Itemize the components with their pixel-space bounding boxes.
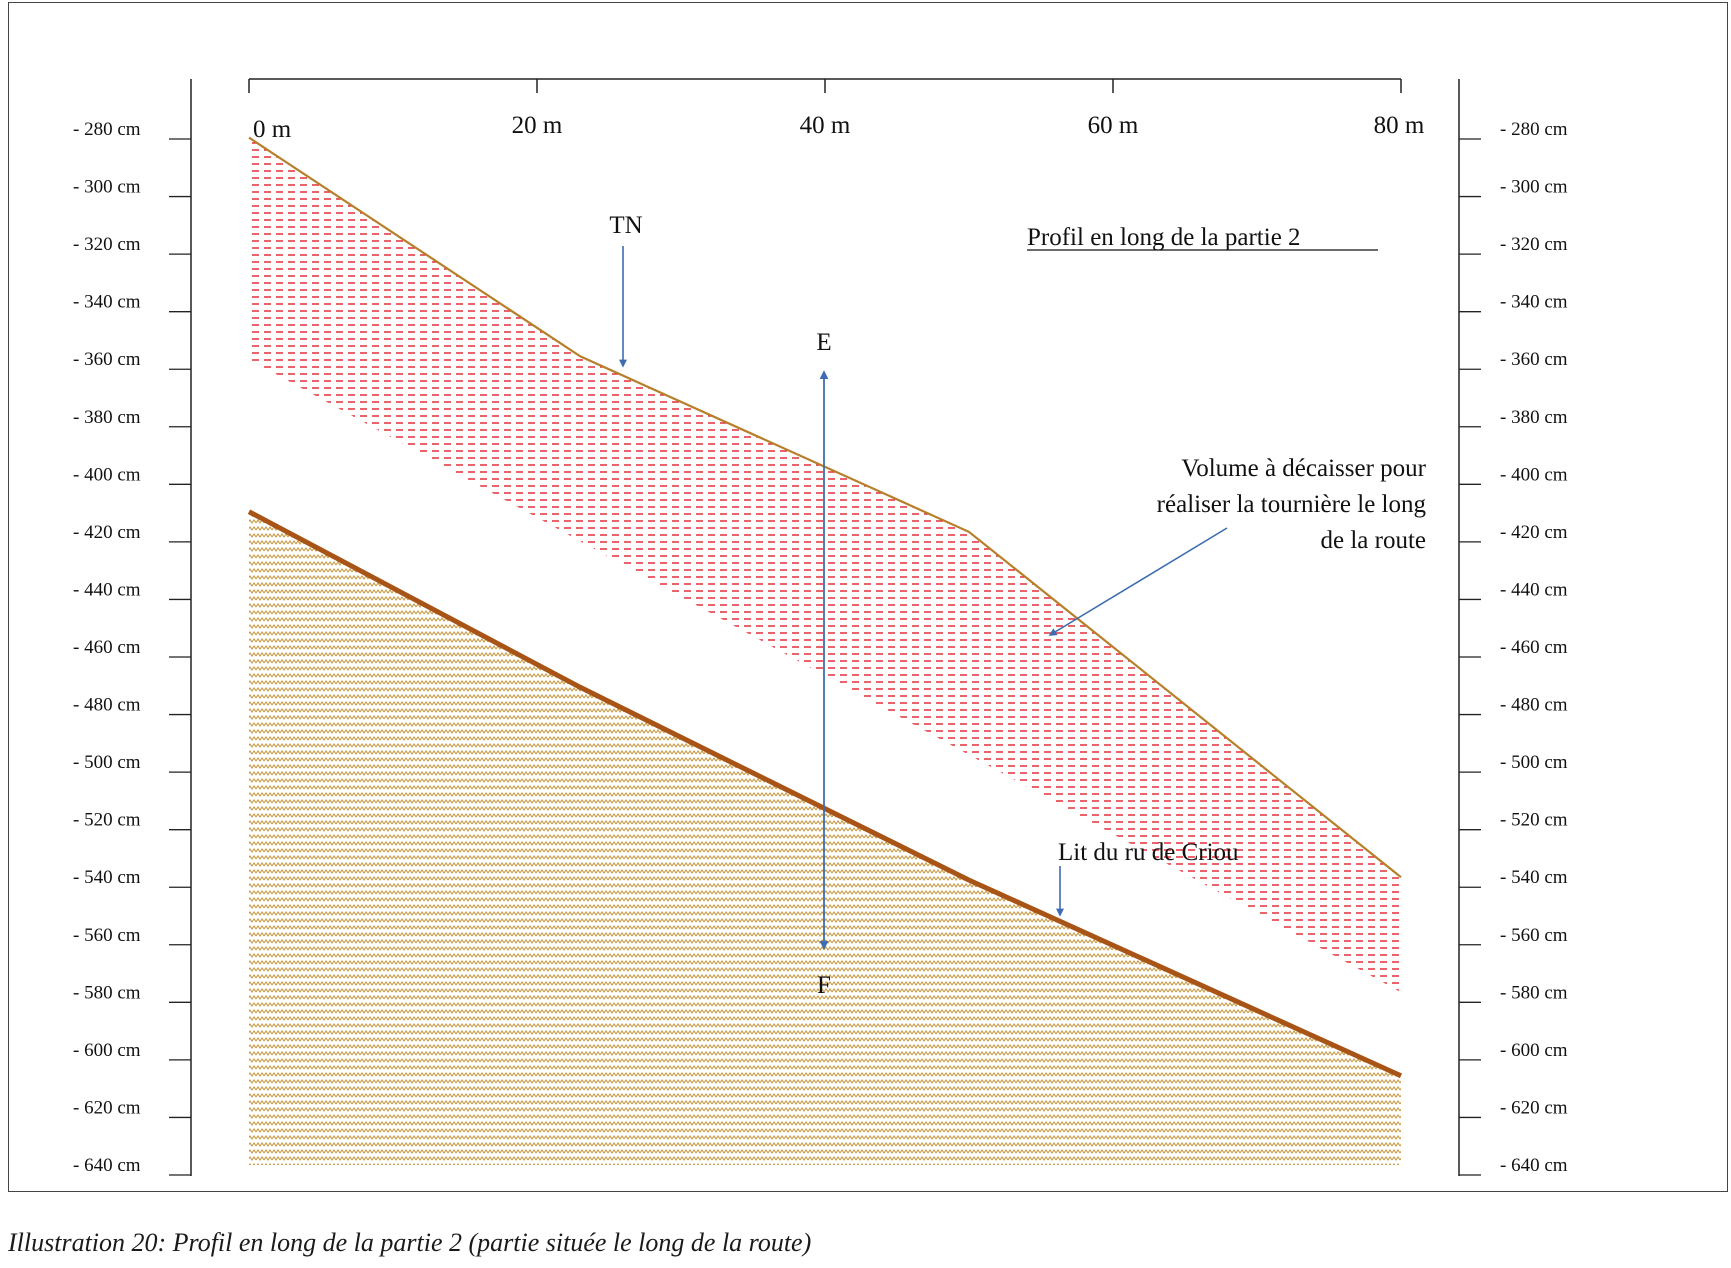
left-y-tick-label: - 300 cm xyxy=(73,177,141,198)
right-y-tick-label: - 580 cm xyxy=(1500,982,1568,1003)
left-y-tick-label: - 540 cm xyxy=(73,867,141,888)
left-y-tick-label: - 500 cm xyxy=(73,752,141,773)
left-y-tick-label: - 320 cm xyxy=(73,234,141,255)
ruisseau-line xyxy=(247,509,1403,1079)
volume-label-line: de la route xyxy=(1320,527,1426,554)
right-y-tick-label: - 340 cm xyxy=(1500,292,1568,313)
volume-label-line: réaliser la tournière le long xyxy=(1157,491,1427,518)
right-y-tick-label: - 460 cm xyxy=(1500,637,1568,658)
right-y-tick-label: - 520 cm xyxy=(1500,810,1568,831)
ruisseau-label: Lit du ru de Criou xyxy=(1058,839,1239,866)
left-y-tick-label: - 580 cm xyxy=(73,982,141,1003)
tn-label: TN xyxy=(609,212,642,239)
x-tick-label: 80 m xyxy=(1374,112,1425,139)
profile-diagram: 0 m 20 m 40 m 60 m 80 m - 280 cm - 280 cm - 300… xyxy=(73,78,1568,1176)
left-y-tick-label: - 420 cm xyxy=(73,522,141,543)
x-tick-label: 40 m xyxy=(800,112,851,139)
left-y-tick-label: - 400 cm xyxy=(73,464,141,485)
right-y-tick-label: - 540 cm xyxy=(1500,867,1568,888)
right-y-tick-label: - 480 cm xyxy=(1500,695,1568,716)
left-y-tick-label: - 280 cm xyxy=(73,119,141,140)
x-tick-label: 20 m xyxy=(512,112,563,139)
volume-arrow xyxy=(1048,527,1228,636)
figure-frame xyxy=(8,2,1728,1192)
right-y-tick-label: - 360 cm xyxy=(1500,349,1568,370)
right-y-tick-label: - 280 cm xyxy=(1500,119,1568,140)
left-y-tick-label: - 440 cm xyxy=(73,579,141,600)
right-y-tick-label: - 380 cm xyxy=(1500,407,1568,428)
left-y-tick-label: - 520 cm xyxy=(73,810,141,831)
right-y-tick-label: - 560 cm xyxy=(1500,925,1568,946)
right-y-tick-label: - 400 cm xyxy=(1500,464,1568,485)
right-y-tick-label: - 440 cm xyxy=(1500,579,1568,600)
right-y-tick-label: - 420 cm xyxy=(1500,522,1568,543)
terrain-naturel-line xyxy=(248,136,1402,879)
x-tick-label: 0 m xyxy=(253,116,292,143)
volume-label-line: Volume à décaisser pour xyxy=(1181,455,1426,482)
x-tick-label: 60 m xyxy=(1088,112,1139,139)
left-y-tick-label: - 560 cm xyxy=(73,925,141,946)
left-y-tick-label: - 480 cm xyxy=(73,695,141,716)
right-y-tick-label: - 320 cm xyxy=(1500,234,1568,255)
left-y-tick-label: - 600 cm xyxy=(73,1040,141,1061)
left-y-tick-label: - 380 cm xyxy=(73,407,141,428)
right-y-tick-label: - 620 cm xyxy=(1500,1097,1568,1118)
left-y-tick-label: - 460 cm xyxy=(73,637,141,658)
left-y-tick-label: - 620 cm xyxy=(73,1097,141,1118)
right-y-tick-label: - 600 cm xyxy=(1500,1040,1568,1061)
f-label: F xyxy=(817,972,831,999)
figure-caption: Illustration 20: Profil en long de la pa… xyxy=(8,1228,812,1257)
left-y-tick-label: - 640 cm xyxy=(73,1155,141,1176)
diagram-title: Profil en long de la partie 2 xyxy=(1027,224,1301,251)
left-y-tick-label: - 360 cm xyxy=(73,349,141,370)
right-y-tick-label: - 500 cm xyxy=(1500,752,1568,773)
e-label: E xyxy=(816,329,831,356)
right-y-tick-label: - 300 cm xyxy=(1500,177,1568,198)
left-y-tick-label: - 340 cm xyxy=(73,292,141,313)
right-y-tick-label: - 640 cm xyxy=(1500,1155,1568,1176)
